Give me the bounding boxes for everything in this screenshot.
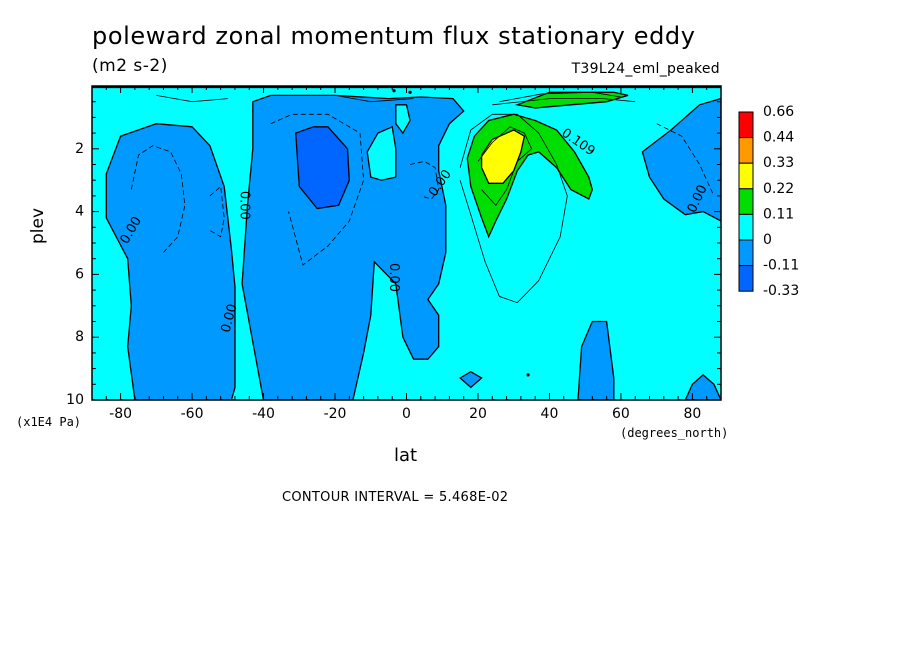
central-negative-region [241,94,465,400]
y-tick-label: 8 [75,329,84,345]
top-positive-band [514,91,629,109]
legend-swatch [738,213,754,241]
legend-label: 0 [763,232,772,248]
contour-label-2: 0.00 [219,302,241,334]
color-legend: 0.66 0.44 0.33 0.22 0.11 0 -0.11 -0.33 [738,104,799,299]
x-axis-label: lat [394,445,418,466]
small-contour-mark-1 [408,90,412,94]
x-tick-label: 60 [612,406,630,422]
contour-label-3: 0.00 [386,263,401,292]
legend-swatch [738,188,754,215]
north-negative-region [641,97,721,222]
x-tick-label: 20 [469,406,487,422]
legend-label: 0.11 [763,206,794,222]
axes: -80 -60 -40 -20 0 20 40 60 80 2 4 6 8 10 [66,86,722,422]
legend-label: -0.33 [763,283,799,299]
x-tick-label: -60 [181,406,204,422]
upper-cyan-blob-2 [395,104,411,135]
contour-top-pos-1 [499,91,621,103]
x-tick-label: 40 [541,406,559,422]
contour-interval-note: CONTOUR INTERVAL = 5.468E-02 [282,490,509,505]
chart-title: poleward zonal momentum flux stationary … [92,22,696,50]
small-contour-mark-0 [392,89,396,93]
legend-label: 0.22 [763,181,794,197]
contour-top-pos-2 [492,98,636,106]
legend-swatch [738,162,754,190]
legend-label: -0.11 [763,258,799,274]
x-tick-label: -80 [109,406,132,422]
y-tick-label: 2 [75,141,84,157]
legend-label: 0.44 [763,130,794,146]
deep-negative-core [295,126,350,210]
x-axis-units: (degrees_north) [620,426,729,440]
small-contour-mark-2 [526,373,530,377]
contour-center-dashed [410,160,440,200]
contour-label-1: 0.00 [236,191,251,220]
contour-north-dashed [656,123,715,197]
x-tick-label: -20 [324,406,347,422]
y-axis-scale-note: (x1E4 Pa) [16,415,82,429]
x-tick-label: -40 [252,406,275,422]
small-negative-patch [458,370,483,389]
y-axis-label: plev [28,207,48,244]
legend-swatch [738,137,754,164]
legend-swatch [738,239,754,267]
filled-contours [105,91,721,400]
x-tick-label: 0 [402,406,411,422]
y-tick-label: 4 [75,204,84,220]
contour-top-center [334,95,414,103]
legend-label: 0.33 [763,155,794,171]
chart-units: (m2 s-2) [92,56,168,76]
contour-top-left [156,95,228,103]
legend-label: 0.66 [763,104,794,120]
y-tick-label: 6 [75,266,84,282]
upper-cyan-blob [366,125,397,181]
contour-positive-inner [477,126,533,206]
polar-surface-negative [684,374,721,400]
contour-west-dashed [130,145,186,253]
contour-core-dashed [270,113,365,266]
x-tick-label: 80 [683,406,701,422]
contour-positive-outer [459,113,568,304]
contour-west-inner-dashed [209,185,225,238]
western-negative-region [105,123,236,400]
legend-swatch [738,265,754,292]
surface-negative-column [577,320,615,400]
experiment-label: T39L24_eml_peaked [571,61,720,77]
y-tick-label: 10 [66,392,84,408]
legend-swatch [738,111,754,139]
